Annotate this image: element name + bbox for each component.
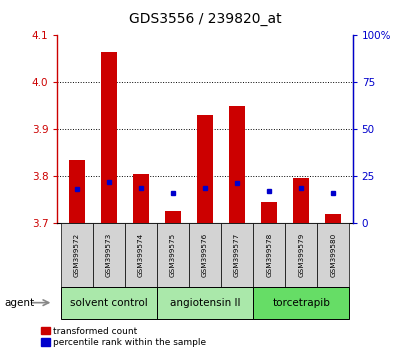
FancyBboxPatch shape bbox=[252, 287, 348, 319]
FancyBboxPatch shape bbox=[189, 223, 220, 287]
Text: GSM399576: GSM399576 bbox=[202, 233, 207, 277]
Bar bbox=[133, 174, 148, 223]
FancyBboxPatch shape bbox=[252, 223, 285, 287]
Bar bbox=[164, 211, 180, 223]
FancyBboxPatch shape bbox=[61, 223, 92, 287]
Bar bbox=[229, 106, 245, 223]
Text: GSM399573: GSM399573 bbox=[106, 233, 112, 277]
FancyBboxPatch shape bbox=[157, 287, 252, 319]
Text: GSM399572: GSM399572 bbox=[74, 233, 79, 277]
Text: solvent control: solvent control bbox=[70, 298, 147, 308]
Text: GSM399578: GSM399578 bbox=[265, 233, 272, 277]
Bar bbox=[196, 115, 213, 223]
FancyBboxPatch shape bbox=[124, 223, 157, 287]
Text: agent: agent bbox=[4, 298, 34, 308]
Text: GSM399574: GSM399574 bbox=[137, 233, 144, 277]
Text: GSM399580: GSM399580 bbox=[330, 233, 335, 277]
FancyBboxPatch shape bbox=[61, 287, 157, 319]
Text: GSM399575: GSM399575 bbox=[169, 233, 175, 277]
Text: GSM399579: GSM399579 bbox=[297, 233, 303, 277]
FancyBboxPatch shape bbox=[92, 223, 124, 287]
FancyBboxPatch shape bbox=[285, 223, 317, 287]
Bar bbox=[261, 202, 276, 223]
FancyBboxPatch shape bbox=[157, 223, 189, 287]
Bar bbox=[68, 160, 85, 223]
Text: angiotensin II: angiotensin II bbox=[169, 298, 240, 308]
Bar bbox=[324, 214, 341, 223]
Bar bbox=[292, 178, 308, 223]
Legend: transformed count, percentile rank within the sample: transformed count, percentile rank withi… bbox=[41, 327, 206, 347]
Bar bbox=[101, 52, 117, 223]
Text: GSM399577: GSM399577 bbox=[234, 233, 240, 277]
FancyBboxPatch shape bbox=[317, 223, 348, 287]
Text: GDS3556 / 239820_at: GDS3556 / 239820_at bbox=[128, 12, 281, 27]
FancyBboxPatch shape bbox=[220, 223, 252, 287]
Text: torcetrapib: torcetrapib bbox=[272, 298, 329, 308]
